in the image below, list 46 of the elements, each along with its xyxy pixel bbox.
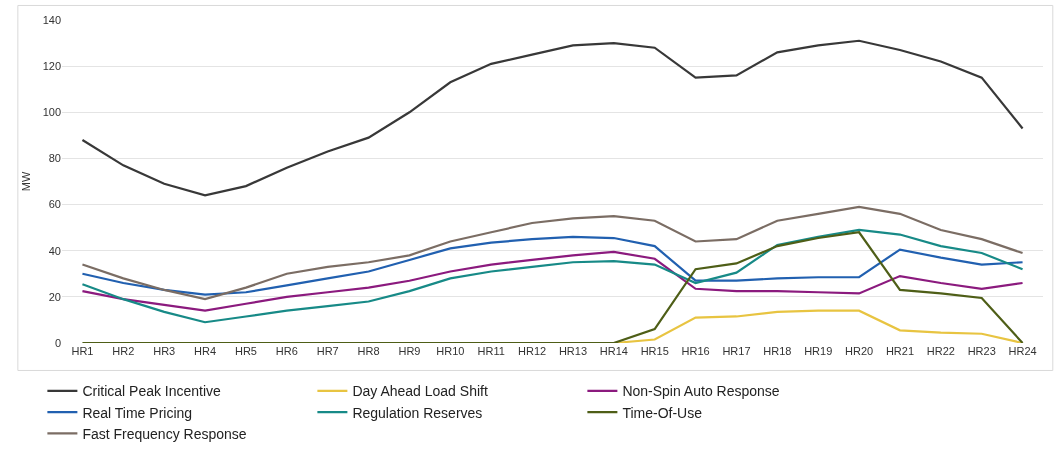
- line-series: [81, 250, 1024, 312]
- x-tick-label: HR6: [275, 345, 298, 357]
- x-tick-label: HR4: [194, 345, 217, 357]
- x-tick-label: HR19: [804, 345, 833, 357]
- x-tick-label: HR21: [885, 345, 914, 357]
- x-tick-label: HR8: [357, 345, 380, 357]
- legend-label: Fast Frequency Response: [82, 425, 247, 442]
- x-tick-label: HR22: [926, 345, 955, 357]
- x-tick-label: HR16: [681, 345, 710, 357]
- legend-label: Day Ahead Load Shift: [352, 383, 488, 400]
- y-axis-title: MW: [20, 171, 32, 192]
- x-tick-label: HR10: [436, 345, 465, 357]
- y-tick-label: 100: [42, 106, 61, 119]
- line-series: [81, 39, 1024, 197]
- x-tick-label: HR15: [640, 345, 669, 357]
- y-tick-label: 80: [48, 152, 61, 165]
- y-tick-label: 0: [54, 336, 61, 349]
- line-series: [81, 228, 1024, 324]
- x-tick-label: HR20: [845, 345, 874, 357]
- y-tick-label: 60: [48, 198, 61, 211]
- x-tick-label: HR7: [316, 345, 339, 357]
- x-tick-label: HR11: [477, 345, 505, 357]
- y-tick-label: 140: [42, 13, 61, 26]
- x-tick-label: HR13: [558, 345, 587, 357]
- x-tick-label: HR1: [71, 345, 94, 357]
- y-tick-label: 20: [48, 290, 61, 303]
- x-tick-label: HR3: [153, 345, 176, 357]
- legend-label: Real Time Pricing: [82, 404, 193, 421]
- legend-label: Time-Of-Use: [622, 404, 703, 421]
- legend-label: Critical Peak Incentive: [82, 383, 222, 400]
- y-tick-label: 40: [48, 244, 61, 257]
- legend-label: Non-Spin Auto Response: [622, 383, 780, 400]
- x-tick-label: HR23: [967, 345, 996, 357]
- x-tick-label: HR14: [599, 345, 628, 357]
- x-tick-label: HR2: [112, 345, 135, 357]
- x-tick-label: HR9: [398, 345, 421, 357]
- legend-label: Regulation Reserves: [352, 404, 483, 421]
- x-tick-label: HR5: [234, 345, 257, 357]
- x-tick-label: HR24: [1008, 345, 1037, 357]
- x-tick-label: HR17: [722, 345, 751, 357]
- x-tick-label: HR12: [518, 345, 547, 357]
- line-series: [81, 235, 1024, 296]
- line-series: [81, 231, 1024, 343]
- line-series: [81, 205, 1024, 301]
- x-tick-label: HR18: [763, 345, 792, 357]
- y-tick-label: 120: [42, 59, 61, 72]
